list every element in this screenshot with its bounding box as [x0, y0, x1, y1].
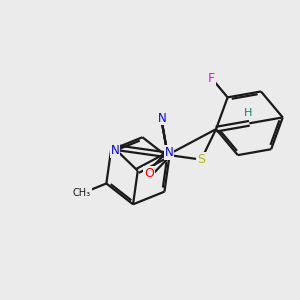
Text: N: N	[165, 146, 173, 159]
Text: N: N	[110, 144, 119, 157]
Text: N: N	[158, 112, 166, 124]
Text: S: S	[197, 153, 205, 166]
Text: O: O	[144, 167, 154, 181]
Text: F: F	[208, 72, 215, 85]
Text: CH₃: CH₃	[73, 188, 91, 198]
Text: H: H	[243, 108, 252, 118]
